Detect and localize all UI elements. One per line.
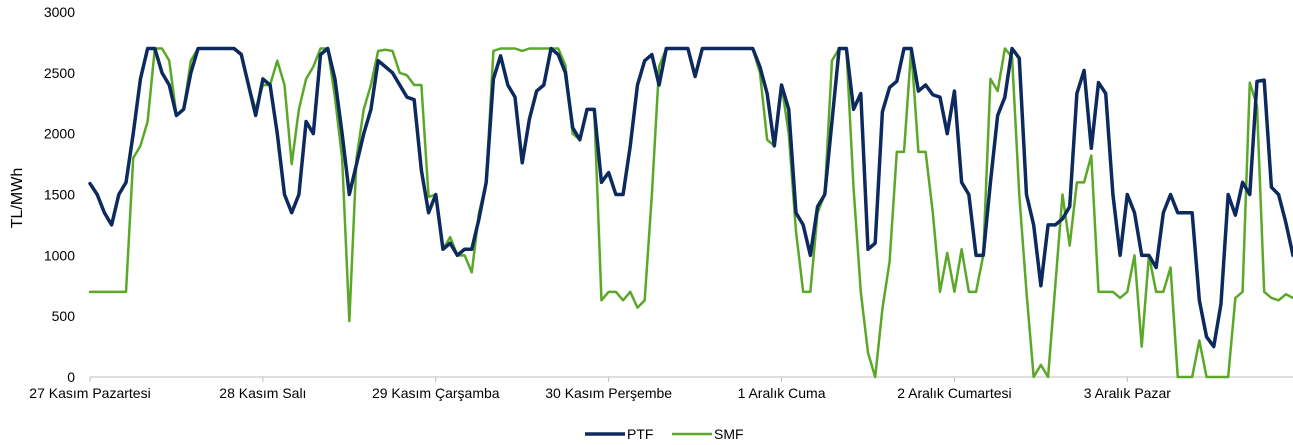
y-axis-title: TL/MWh (9, 168, 26, 228)
series-line-ptf (88, 46, 1293, 349)
y-tick-label: 2500 (44, 65, 75, 81)
y-tick-label: 500 (52, 308, 76, 324)
y-axis-ticks: 0 500 1000 1500 2000 2500 3000 (44, 4, 75, 385)
y-tick-label: 3000 (44, 4, 75, 20)
x-tick-label: 30 Kasım Perşembe (545, 385, 672, 401)
y-tick-label: 2000 (44, 126, 75, 142)
y-tick-label: 1500 (44, 187, 75, 203)
x-tick-label: 29 Kasım Çarşamba (372, 385, 500, 401)
x-tick-label: 2 Aralık Cumartesi (897, 385, 1011, 401)
legend: PTF SMF (585, 426, 744, 442)
x-axis-ticks: 27 Kasım Pazartesi 28 Kasım Salı 29 Kasım … (29, 377, 1171, 401)
x-tick-label: 27 Kasım Pazartesi (29, 385, 150, 401)
legend-label-ptf: PTF (627, 426, 653, 442)
x-tick-label: 28 Kasım Salı (219, 385, 306, 401)
x-tick-label: 3 Aralık Pazar (1084, 385, 1171, 401)
x-tick-label: 1 Aralık Cuma (738, 385, 826, 401)
legend-label-smf: SMF (714, 426, 744, 442)
y-tick-label: 0 (67, 369, 75, 385)
y-tick-label: 1000 (44, 247, 75, 263)
series-layer (88, 46, 1293, 379)
